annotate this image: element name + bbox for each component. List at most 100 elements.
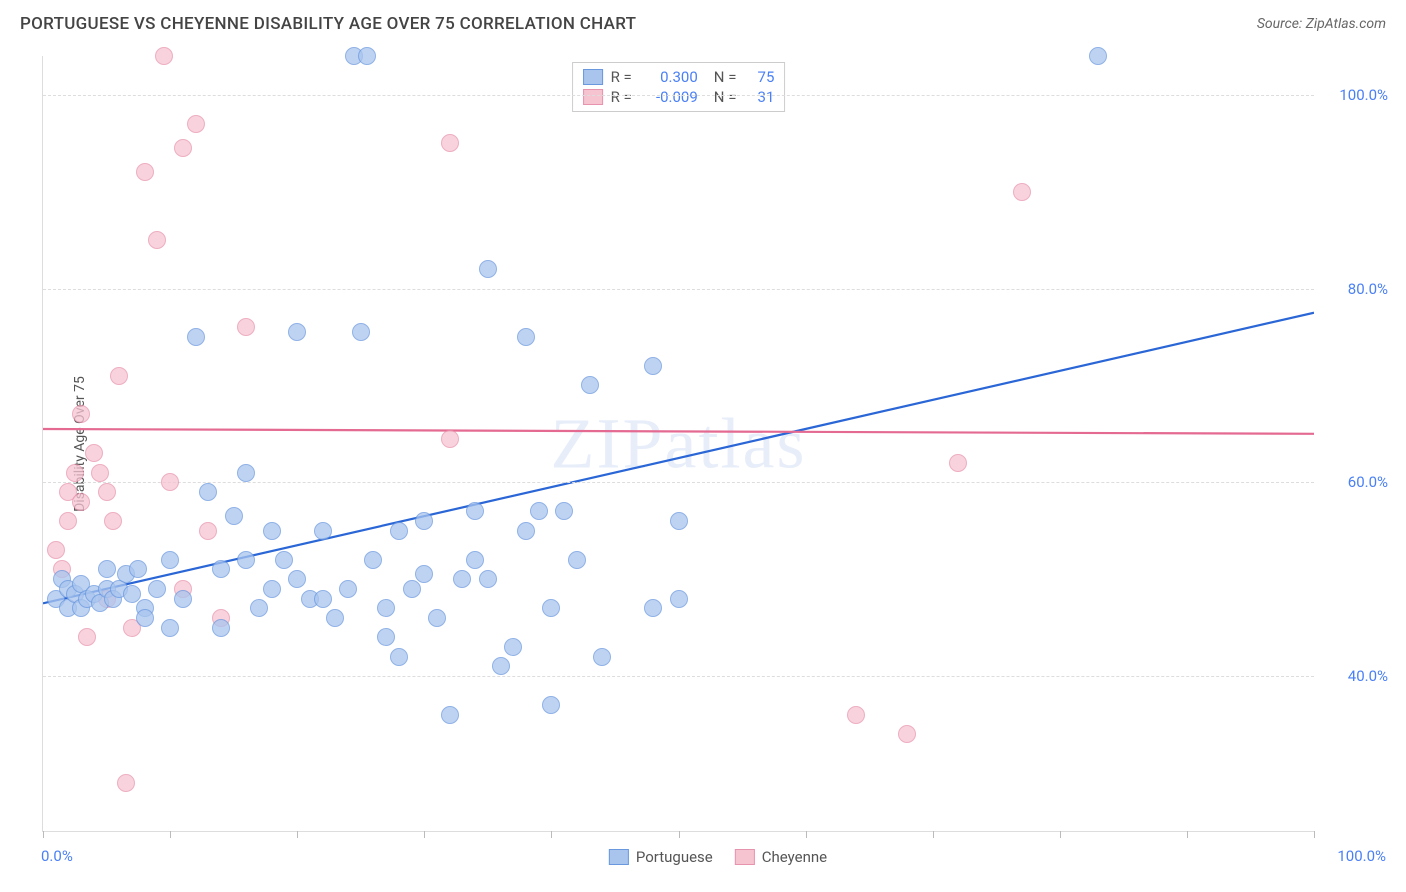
- x-tick: [806, 831, 807, 838]
- r-value: 0.300: [640, 68, 698, 86]
- data-point: [161, 619, 179, 637]
- data-point: [517, 522, 535, 540]
- data-point: [949, 454, 967, 472]
- legend-label: Cheyenne: [762, 848, 827, 866]
- r-label: R =: [611, 88, 632, 106]
- x-tick: [297, 831, 298, 838]
- data-point: [66, 464, 84, 482]
- trend-line: [43, 313, 1314, 604]
- x-tick-label: 0.0%: [41, 847, 73, 865]
- x-tick: [43, 831, 44, 838]
- data-point: [403, 580, 421, 598]
- data-point: [263, 522, 281, 540]
- n-value: 75: [744, 68, 774, 86]
- legend-swatch: [583, 69, 603, 85]
- data-point: [187, 115, 205, 133]
- data-point: [288, 323, 306, 341]
- data-point: [453, 570, 471, 588]
- x-tick: [933, 831, 934, 838]
- data-point: [415, 565, 433, 583]
- data-point: [72, 493, 90, 511]
- watermark: ZIPatlas: [551, 402, 807, 485]
- trend-line: [43, 429, 1314, 434]
- data-point: [898, 725, 916, 743]
- data-point: [479, 260, 497, 278]
- data-point: [72, 405, 90, 423]
- data-point: [339, 580, 357, 598]
- legend-series: Portuguese Cheyenne: [609, 848, 827, 866]
- legend-correlation: R = 0.300 N = 75R = -0.009 N = 31: [572, 62, 786, 112]
- data-point: [174, 139, 192, 157]
- data-point: [390, 648, 408, 666]
- data-point: [237, 551, 255, 569]
- data-point: [98, 560, 116, 578]
- gridline-h: [43, 676, 1314, 677]
- data-point: [237, 464, 255, 482]
- r-value: -0.009: [640, 88, 698, 106]
- data-point: [117, 774, 135, 792]
- chart-container: Disability Age Over 75 ZIPatlas R =0.300…: [42, 56, 1394, 832]
- data-point: [555, 502, 573, 520]
- data-point: [428, 609, 446, 627]
- data-point: [199, 522, 217, 540]
- data-point: [1089, 47, 1107, 65]
- x-tick: [170, 831, 171, 838]
- y-tick-label: 80.0%: [1322, 280, 1388, 298]
- data-point: [148, 231, 166, 249]
- legend-label: Portuguese: [636, 848, 713, 866]
- data-point: [644, 599, 662, 617]
- data-point: [479, 570, 497, 588]
- data-point: [314, 522, 332, 540]
- chart-title: PORTUGUESE VS CHEYENNE DISABILITY AGE OV…: [20, 14, 636, 34]
- data-point: [466, 502, 484, 520]
- data-point: [352, 323, 370, 341]
- data-point: [1013, 183, 1031, 201]
- data-point: [212, 619, 230, 637]
- data-point: [568, 551, 586, 569]
- data-point: [377, 599, 395, 617]
- data-point: [441, 430, 459, 448]
- data-point: [187, 328, 205, 346]
- data-point: [441, 706, 459, 724]
- data-point: [492, 657, 510, 675]
- data-point: [250, 599, 268, 617]
- data-point: [275, 551, 293, 569]
- data-point: [98, 483, 116, 501]
- data-point: [174, 590, 192, 608]
- data-point: [847, 706, 865, 724]
- data-point: [288, 570, 306, 588]
- r-label: R =: [611, 68, 632, 86]
- data-point: [517, 328, 535, 346]
- data-point: [123, 585, 141, 603]
- legend-item: Portuguese: [609, 848, 713, 866]
- x-tick: [1314, 831, 1315, 838]
- data-point: [593, 648, 611, 666]
- y-tick-label: 100.0%: [1322, 86, 1388, 104]
- data-point: [530, 502, 548, 520]
- y-tick-label: 60.0%: [1322, 473, 1388, 491]
- data-point: [670, 512, 688, 530]
- x-tick: [551, 831, 552, 838]
- x-tick: [424, 831, 425, 838]
- chart-source: Source: ZipAtlas.com: [1257, 16, 1386, 32]
- y-tick-label: 40.0%: [1322, 667, 1388, 685]
- trend-lines: [43, 56, 1314, 831]
- data-point: [644, 357, 662, 375]
- data-point: [237, 318, 255, 336]
- data-point: [466, 551, 484, 569]
- legend-item: Cheyenne: [735, 848, 827, 866]
- n-value: 31: [744, 88, 774, 106]
- data-point: [390, 522, 408, 540]
- data-point: [364, 551, 382, 569]
- x-tick: [1060, 831, 1061, 838]
- data-point: [78, 628, 96, 646]
- data-point: [670, 590, 688, 608]
- data-point: [155, 47, 173, 65]
- data-point: [199, 483, 217, 501]
- n-label: N =: [714, 88, 737, 106]
- gridline-h: [43, 482, 1314, 483]
- legend-row: R = -0.009 N = 31: [583, 87, 775, 107]
- data-point: [110, 367, 128, 385]
- data-point: [581, 376, 599, 394]
- data-point: [129, 560, 147, 578]
